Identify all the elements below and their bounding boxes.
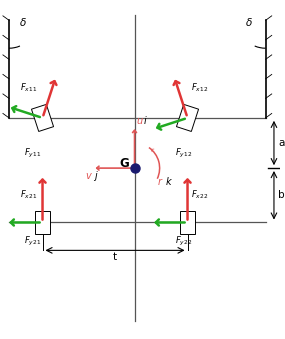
Text: $F_{x12}$: $F_{x12}$	[191, 81, 208, 94]
Text: t: t	[113, 252, 117, 262]
Text: $F_{y12}$: $F_{y12}$	[175, 147, 192, 160]
Text: $F_{y11}$: $F_{y11}$	[25, 147, 42, 160]
Text: r: r	[157, 177, 161, 187]
Polygon shape	[35, 211, 50, 234]
Text: u: u	[137, 116, 142, 126]
Text: k: k	[166, 177, 171, 187]
Text: $F_{x22}$: $F_{x22}$	[191, 188, 208, 201]
Text: i: i	[143, 116, 146, 126]
Text: $F_{x21}$: $F_{x21}$	[20, 188, 37, 201]
Text: $F_{y22}$: $F_{y22}$	[175, 235, 192, 248]
Text: v: v	[86, 171, 91, 181]
Text: $F_{x11}$: $F_{x11}$	[20, 81, 37, 94]
Text: $F_{y21}$: $F_{y21}$	[25, 235, 42, 248]
Text: b: b	[278, 190, 285, 200]
Text: a: a	[278, 138, 284, 148]
Text: $\delta$: $\delta$	[245, 17, 253, 28]
Polygon shape	[176, 104, 199, 132]
Text: j: j	[94, 171, 97, 181]
Text: $\delta$: $\delta$	[19, 17, 27, 28]
Polygon shape	[31, 104, 54, 132]
Text: G: G	[119, 157, 129, 170]
Polygon shape	[180, 211, 195, 234]
